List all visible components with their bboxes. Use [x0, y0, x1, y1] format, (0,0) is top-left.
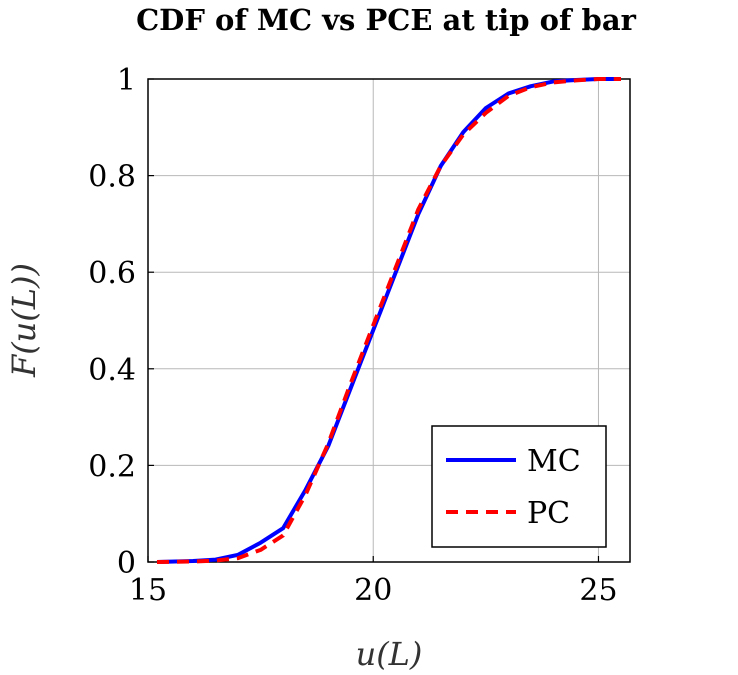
chart-title: CDF of MC vs PCE at tip of bar [136, 3, 637, 37]
x-tick-label: 20 [354, 573, 392, 608]
x-tick-label: 25 [579, 573, 617, 608]
y-tick-label: 1 [117, 63, 136, 98]
tick-labels: 15 20 25 0 0.2 0.4 0.6 0.8 1 [88, 63, 617, 608]
x-tick-label: 15 [129, 573, 167, 608]
x-axis-label: u(L) [356, 635, 423, 673]
legend-label-pc: PC [527, 496, 570, 531]
y-tick-label: 0.6 [88, 256, 136, 291]
legend: MC PC [431, 425, 607, 548]
legend-box [431, 425, 607, 548]
y-tick-label: 0.4 [88, 353, 136, 388]
series-line-mc [156, 77, 621, 564]
y-tick-label: 0 [117, 546, 136, 581]
y-tick-label: 0.2 [88, 449, 136, 484]
series-layer [156, 77, 621, 564]
y-axis-label: F(u(L)) [5, 263, 43, 378]
y-tick-label: 0.8 [88, 160, 136, 195]
series-line-pc [156, 77, 621, 564]
plot-area-frame [147, 78, 631, 563]
legend-label-mc: MC [527, 444, 581, 479]
